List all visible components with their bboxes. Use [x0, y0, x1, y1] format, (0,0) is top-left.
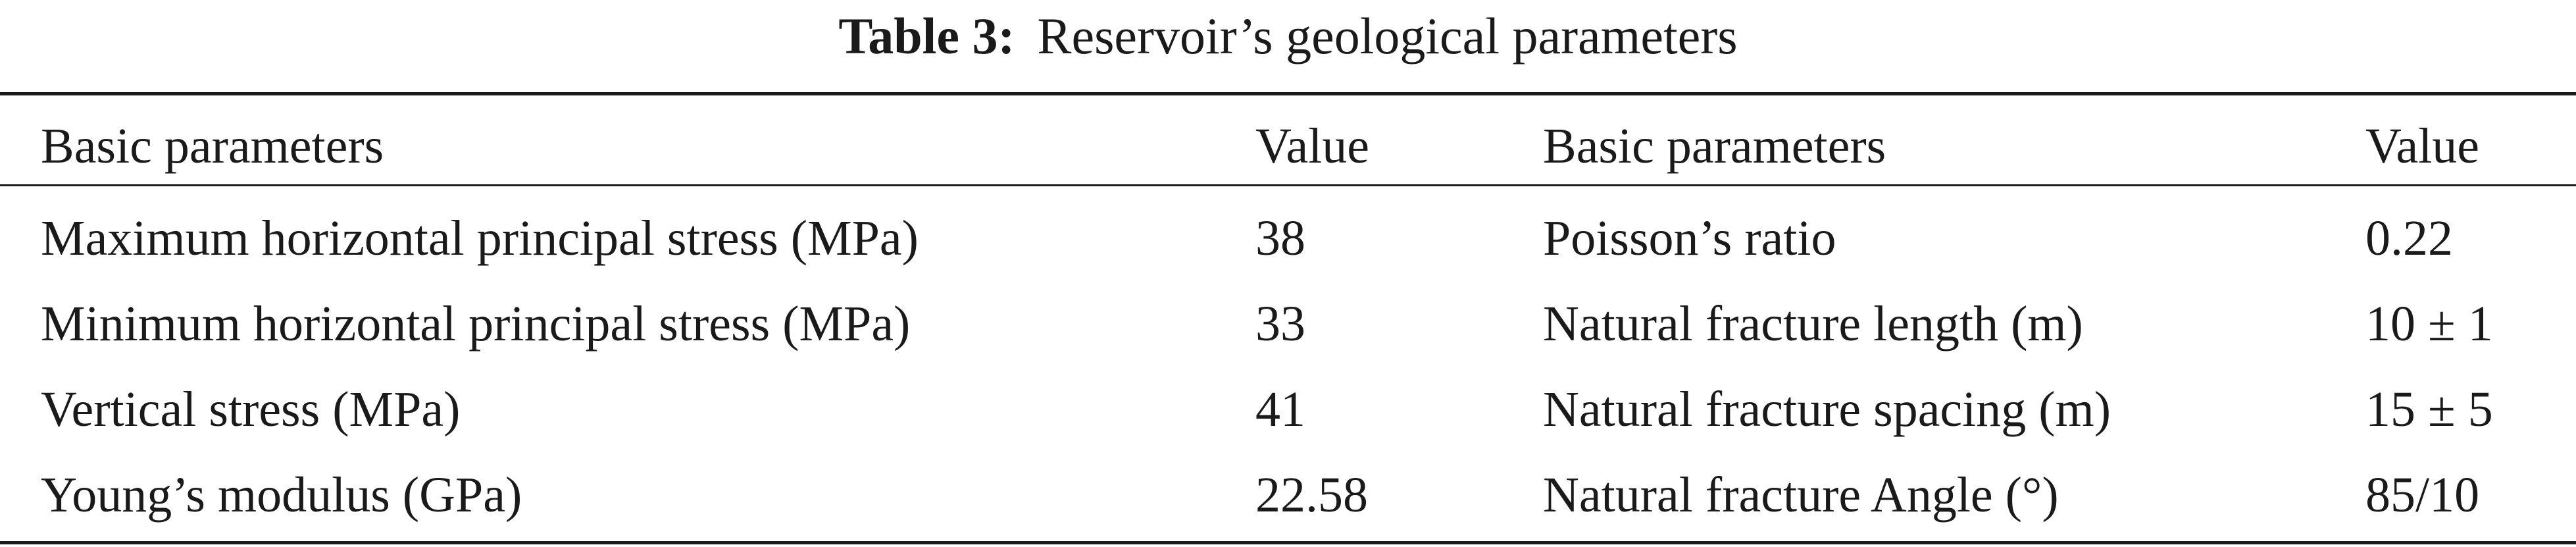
parameter-value-cell: 15 ± 5 [2365, 382, 2493, 437]
header-value-right: Value [2365, 118, 2480, 174]
parameter-value-cell: 38 [1255, 211, 1305, 266]
parameter-value-cell: 41 [1255, 382, 1305, 437]
header-basic-parameters-left: Basic parameters [41, 118, 384, 174]
table-bottom-rule [0, 541, 2576, 544]
table-caption: Table 3: Reservoir’s geological parameter… [0, 0, 2576, 72]
table-row: Minimum horizontal principal stress (MPa… [0, 288, 2576, 359]
table-header-row: Basic parameters Value Basic parameters … [0, 111, 2576, 182]
table-caption-text: Reservoir’s geological parameters [1037, 7, 1738, 65]
parameter-value-cell: 33 [1255, 296, 1305, 352]
parameter-name-cell: Vertical stress (MPa) [41, 382, 461, 437]
parameter-name-cell: Natural fracture length (m) [1543, 296, 2083, 352]
table-top-rule [0, 92, 2576, 95]
parameter-value-cell: 22.58 [1255, 467, 1368, 523]
parameter-value-cell: 0.22 [2365, 211, 2453, 266]
table-row: Maximum horizontal principal stress (MPa… [0, 203, 2576, 274]
table-row: Vertical stress (MPa) 41 Natural fractur… [0, 374, 2576, 445]
parameter-name-cell: Poisson’s ratio [1543, 211, 1836, 266]
parameter-name-cell: Maximum horizontal principal stress (MPa… [41, 211, 919, 266]
table-header-rule [0, 184, 2576, 186]
parameter-name-cell: Natural fracture Angle (°) [1543, 467, 2059, 523]
table-row: Young’s modulus (GPa) 22.58 Natural frac… [0, 459, 2576, 531]
parameter-value-cell: 85/10 [2365, 467, 2480, 523]
header-basic-parameters-right: Basic parameters [1543, 118, 1886, 174]
header-value-left: Value [1255, 118, 1370, 174]
parameter-name-cell: Minimum horizontal principal stress (MPa… [41, 296, 911, 352]
table-caption-label: Table 3: [838, 7, 1015, 65]
parameter-name-cell: Young’s modulus (GPa) [41, 467, 522, 523]
parameter-name-cell: Natural fracture spacing (m) [1543, 382, 2111, 437]
parameter-value-cell: 10 ± 1 [2365, 296, 2493, 352]
